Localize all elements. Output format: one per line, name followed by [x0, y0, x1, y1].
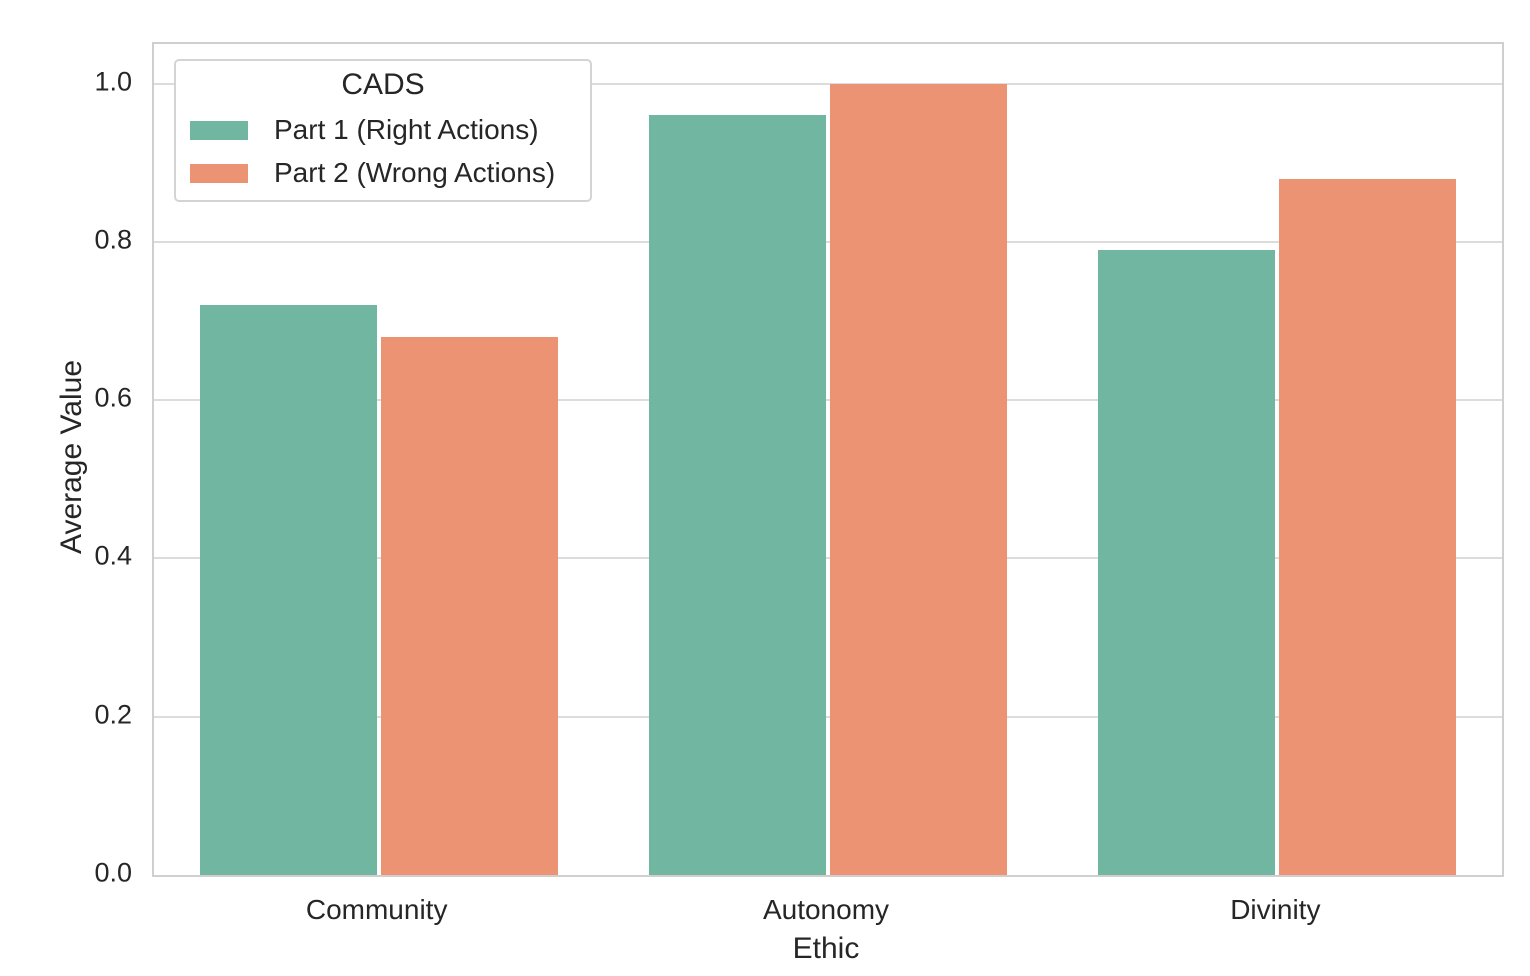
x-tick-label-divinity: Divinity	[1230, 894, 1321, 925]
x-tick-label-community: Community	[305, 894, 448, 925]
legend-item-part2: Part 2 (Wrong Actions)	[190, 158, 590, 188]
gridline-0.2	[154, 715, 1502, 718]
legend-items: Part 1 (Right Actions) Part 2 (Wrong Acti…	[176, 115, 590, 188]
y-tick-label-0.6: 0.6	[94, 382, 132, 413]
legend-swatch-icon	[190, 163, 248, 183]
gridline-0.4	[154, 557, 1502, 560]
bar-divinity-part1	[1098, 250, 1276, 875]
legend: CADS Part 1 (Right Actions) Part 2 (Wrong…	[174, 59, 592, 202]
legend-item-label: Part 1 (Right Actions)	[274, 114, 539, 145]
legend-swatch-icon	[190, 120, 248, 140]
legend-item-label: Part 2 (Wrong Actions)	[274, 157, 556, 188]
bar-divinity-part2	[1279, 179, 1457, 875]
y-tick-label-0.2: 0.2	[94, 699, 132, 730]
y-tick-label-0.0: 0.0	[94, 857, 132, 888]
plot-area: CADS Part 1 (Right Actions) Part 2 (Wrong…	[152, 42, 1504, 877]
bar-autonomy-part1	[649, 115, 826, 875]
legend-item-part1: Part 1 (Right Actions)	[190, 115, 590, 145]
bar-community-part1	[199, 305, 377, 875]
legend-title: CADS	[341, 68, 425, 101]
bar-autonomy-part2	[830, 84, 1007, 875]
bar-community-part2	[380, 337, 558, 875]
gridline-0.6	[154, 399, 1502, 402]
x-axis-label: Ethic	[792, 932, 860, 965]
y-tick-label-0.8: 0.8	[94, 224, 132, 255]
gridline-0.8	[154, 240, 1502, 243]
y-tick-label-0.4: 0.4	[94, 540, 132, 571]
y-tick-label-1.0: 1.0	[94, 66, 132, 97]
gridline-1.0	[154, 82, 1502, 85]
x-tick-label-autonomy: Autonomy	[762, 894, 890, 925]
